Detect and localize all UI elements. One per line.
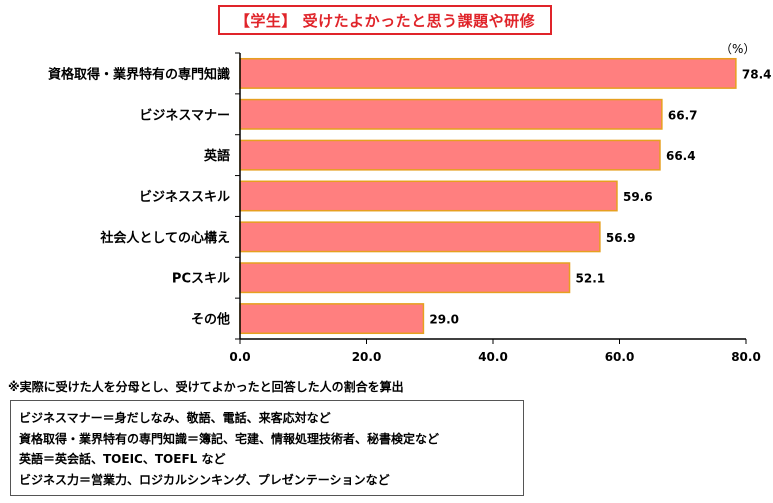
footnote: ※実際に受けた人を分母とし、受けてよかったと回答した人の割合を算出 <box>8 380 404 394</box>
ticks-group: 0.0 20.0 40.0 60.0 80.0 <box>229 52 761 364</box>
category-label: ビジネススキル <box>139 189 230 205</box>
category-labels-group: 資格取得・業界特有の専門知識ビジネスマナー英語ビジネススキル社会人としての心構え… <box>48 66 230 327</box>
category-label: 社会人としての心構え <box>99 230 230 246</box>
category-label: 英語 <box>203 148 230 164</box>
category-label: PCスキル <box>172 272 230 287</box>
note-line: ビジネスマナー＝身だしなみ、敬語、電話、来客応対など <box>19 411 331 425</box>
bar <box>239 57 737 89</box>
bar-chart: 0.0 20.0 40.0 60.0 80.0 資格取得・業界特有の専門知識ビジネスマナ… <box>48 52 771 364</box>
bar <box>239 221 601 253</box>
chart-title-box: 【学生】 受けたよかったと思う課題や研修 <box>218 5 552 35</box>
bar <box>239 262 571 294</box>
bar <box>239 303 425 335</box>
x-tick-label: 80.0 <box>731 350 761 364</box>
value-label: 59.6 <box>623 190 653 204</box>
value-label: 56.9 <box>606 231 636 245</box>
bar <box>239 139 661 171</box>
chart-title: 【学生】 受けたよかったと思う課題や研修 <box>234 11 536 30</box>
x-tick-label: 60.0 <box>605 350 635 364</box>
bar <box>239 180 618 212</box>
bar <box>239 98 663 130</box>
category-label: 資格取得・業界特有の専門知識 <box>48 66 230 82</box>
value-label: 66.7 <box>668 108 698 122</box>
note-line: 資格取得・業界特有の専門知識＝簿記、宅建、情報処理技術者、秘書検定など <box>19 431 440 446</box>
x-tick-label: 0.0 <box>229 350 250 364</box>
note-line: 英語＝英会話、TOEIC、TOEFL など <box>19 452 226 466</box>
category-label: ビジネスマナー <box>139 107 230 123</box>
unit-label: （%） <box>720 42 756 56</box>
value-label: 29.0 <box>429 313 459 327</box>
bars-group <box>239 57 737 335</box>
value-labels-group: 78.4 66.7 66.4 59.6 56.9 52.1 29.0 <box>429 67 771 326</box>
x-tick-label: 20.0 <box>352 350 382 364</box>
note-line: ビジネス力＝営業力、ロジカルシンキング、プレゼンテーションなど <box>19 472 390 487</box>
category-label: その他 <box>191 312 230 328</box>
notes-box: ビジネスマナー＝身だしなみ、敬語、電話、来客応対など 資格取得・業界特有の専門知… <box>10 400 524 496</box>
value-label: 78.4 <box>742 67 772 81</box>
x-tick-label: 40.0 <box>478 350 508 364</box>
value-label: 66.4 <box>666 149 696 163</box>
value-label: 52.1 <box>576 272 606 286</box>
